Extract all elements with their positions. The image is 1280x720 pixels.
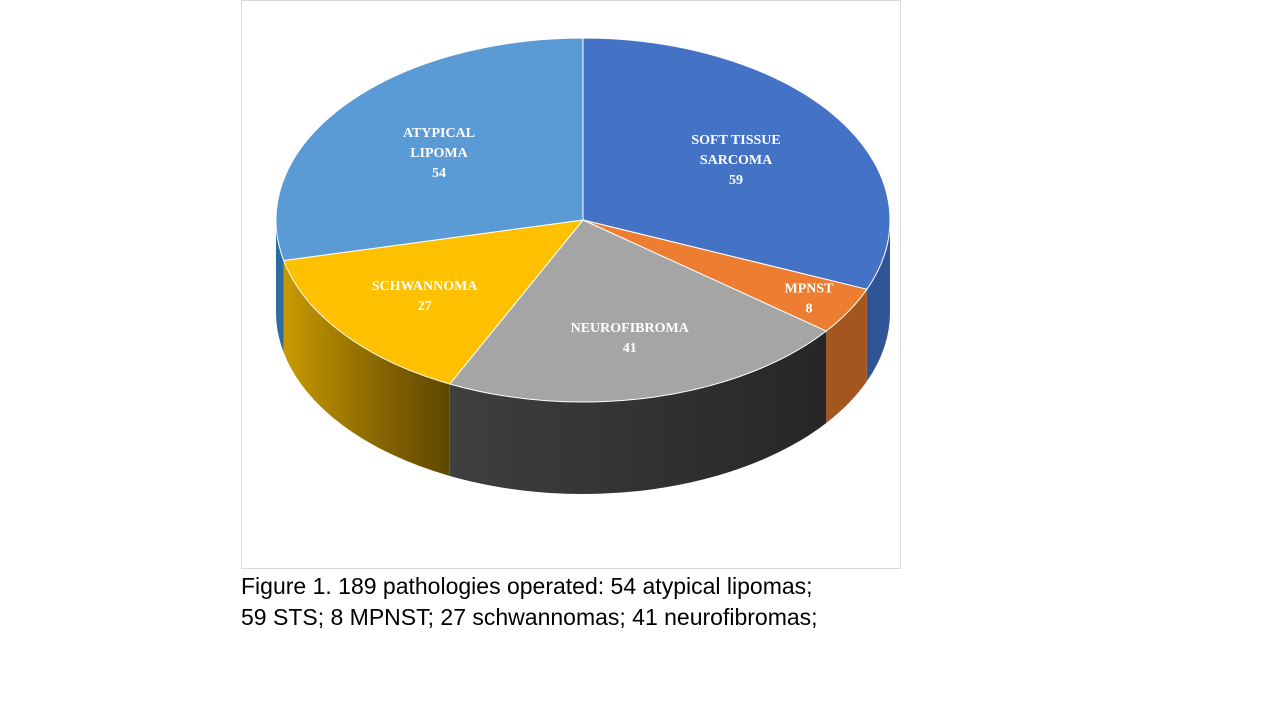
pie-side-1 <box>826 289 867 424</box>
pie-slice-4 <box>275 37 584 262</box>
chart-frame: SOFT TISSUE SARCOMA 59 MPNST 8 NEUROFIBROMA 41… <box>241 0 901 569</box>
pie-chart: SOFT TISSUE SARCOMA 59 MPNST 8 NEUROFIBROMA 41… <box>275 37 891 495</box>
pie-side-3 <box>283 260 450 476</box>
pie-label-0: SOFT TISSUE SARCOMA 59 <box>691 133 780 188</box>
pie-label-4: ATYPICAL LIPOMA 54 <box>403 126 475 181</box>
pie-label-1: MPNST 8 <box>784 281 834 316</box>
pie-side-0 <box>866 220 890 382</box>
caption-line-1: Figure 1. 189 pathologies operated: 54 a… <box>241 573 813 599</box>
figure-caption: Figure 1. 189 pathologies operated: 54 a… <box>241 571 1141 633</box>
pie-side-walls <box>276 220 890 495</box>
caption-line-2: 59 STS; 8 MPNST; 27 schwannomas; 41 neur… <box>241 604 818 630</box>
pie-label-3: SCHWANNOMA 27 <box>372 279 479 314</box>
pie-side-2 <box>449 331 827 495</box>
pie-side-4 <box>276 220 284 353</box>
pie-slice-2 <box>448 219 828 403</box>
pie-label-2: NEUROFIBROMA 41 <box>571 321 690 356</box>
pie-slices <box>275 37 891 403</box>
pie-slice-0 <box>582 37 891 290</box>
pie-slice-3 <box>283 219 585 385</box>
pie-labels: SOFT TISSUE SARCOMA 59 MPNST 8 NEUROFIBROMA 41… <box>372 126 834 356</box>
